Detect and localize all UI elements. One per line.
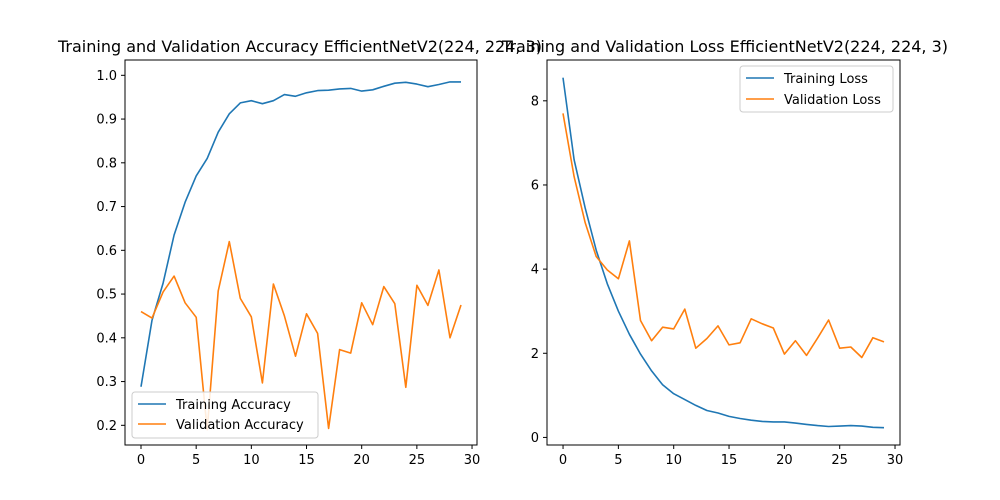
loss-y-tick-label: 6 (531, 178, 539, 193)
accuracy-y-tick-label: 0.7 (96, 200, 117, 215)
loss-legend: Training Loss Validation Loss (739, 65, 894, 113)
series-line-training-loss (562, 77, 885, 429)
loss-y-tick-label: 0 (531, 431, 539, 446)
series-line-validation-accuracy (140, 240, 462, 431)
loss-y-tick-label: 8 (531, 94, 539, 109)
accuracy-x-tick-label: 0 (137, 453, 145, 468)
loss-x-tick-label: 0 (559, 453, 567, 468)
loss-x-tick-label: 15 (721, 453, 738, 468)
accuracy-y-tick-label: 0.8 (96, 156, 117, 171)
legend-label-training-accuracy: Training Accuracy (175, 398, 291, 413)
series-line-training-accuracy (140, 81, 461, 387)
accuracy-x-tick-label: 5 (192, 453, 200, 468)
accuracy-legend-box (131, 391, 319, 439)
series-line-validation-loss (562, 113, 885, 359)
accuracy-y-tick-label: 1.0 (96, 69, 117, 84)
accuracy-panel: Training and Validation Accuracy Efficie… (57, 37, 542, 468)
accuracy-y-axis: 0.2 0.3 0.4 0.5 0.6 0.7 0.8 0.9 1.0 (96, 69, 125, 434)
accuracy-y-tick-label: 0.9 (96, 113, 117, 128)
loss-legend-box (739, 65, 894, 113)
accuracy-y-tick-label: 0.2 (96, 419, 117, 434)
accuracy-x-tick-label: 15 (298, 453, 315, 468)
loss-chart-title: Training and Validation Loss EfficientNe… (501, 37, 948, 56)
loss-x-tick-label: 5 (614, 453, 622, 468)
loss-x-tick-label: 30 (887, 453, 904, 468)
loss-series-group (562, 77, 885, 429)
accuracy-x-tick-label: 10 (243, 453, 260, 468)
loss-y-tick-label: 2 (531, 347, 539, 362)
loss-x-tick-label: 20 (776, 453, 793, 468)
loss-y-axis: 0 2 4 6 8 (531, 94, 547, 446)
accuracy-series-group (140, 81, 462, 431)
accuracy-y-tick-label: 0.6 (96, 244, 117, 259)
accuracy-y-tick-label: 0.4 (96, 331, 117, 346)
loss-panel: Training and Validation Loss EfficientNe… (501, 37, 948, 468)
loss-x-tick-label: 10 (665, 453, 682, 468)
accuracy-x-tick-label: 30 (464, 453, 481, 468)
accuracy-y-tick-label: 0.3 (96, 375, 117, 390)
loss-y-tick-label: 4 (531, 263, 539, 278)
accuracy-y-tick-label: 0.5 (96, 288, 117, 303)
loss-x-axis: 0 5 10 15 20 25 30 (559, 445, 903, 468)
accuracy-legend: Training Accuracy Validation Accuracy (131, 391, 319, 439)
accuracy-x-tick-label: 25 (409, 453, 426, 468)
legend-label-validation-loss: Validation Loss (784, 93, 881, 108)
loss-axes-frame (546, 59, 901, 446)
accuracy-x-tick-label: 20 (353, 453, 370, 468)
legend-label-validation-accuracy: Validation Accuracy (176, 418, 304, 433)
accuracy-axes-frame (124, 59, 478, 446)
legend-label-training-loss: Training Loss (783, 72, 868, 87)
accuracy-chart-title: Training and Validation Accuracy Efficie… (57, 37, 542, 56)
accuracy-x-axis: 0 5 10 15 20 25 30 (137, 445, 480, 468)
loss-x-tick-label: 25 (831, 453, 848, 468)
